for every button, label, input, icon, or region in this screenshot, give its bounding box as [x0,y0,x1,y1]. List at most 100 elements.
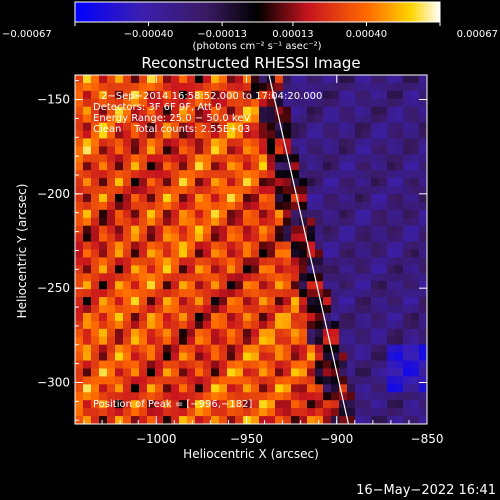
heatmap-cell [171,225,180,235]
plot-frame [74,74,428,425]
heatmap-cell [403,368,412,377]
heatmap-cell [155,297,164,306]
heatmap-cell [219,257,228,266]
colorbar-tick-label: 0.00067 [457,29,498,40]
heatmap-cell [147,360,156,369]
heatmap-cell [131,130,140,139]
heatmap-cell [259,336,268,346]
heatmap-cell [211,376,220,385]
heatmap-cell [411,281,420,290]
heatmap-cell [83,75,92,84]
heatmap-cell [347,75,356,84]
heatmap-cell [235,281,244,290]
heatmap-cell [83,130,92,139]
heatmap-cell [187,170,196,179]
heatmap-cell [363,249,372,258]
heatmap-cell [363,201,372,211]
heatmap-cell [155,384,164,393]
heatmap-cell [371,201,380,211]
heatmap-cell [339,305,348,314]
heatmap-cell [235,98,244,108]
heatmap-cell [235,90,244,100]
heatmap-cell [331,384,340,393]
heatmap-cell [211,408,220,417]
heatmap-cell [259,360,268,369]
heatmap-cell [395,312,404,322]
heatmap-cell [267,408,276,417]
heatmap-cell [419,408,427,417]
heatmap-cell [123,320,132,330]
heatmap-cell [355,360,364,369]
heatmap-cell [331,154,340,163]
heatmap-cell [131,82,140,92]
heatmap-cell [227,312,236,322]
heatmap-cell [75,400,84,409]
y-tick-label: −300 [37,375,70,389]
heatmap-cell [179,249,188,258]
heatmap-cell [147,297,156,306]
heatmap-cell [235,344,244,354]
heatmap-cell [419,352,427,361]
heatmap-cell [371,217,380,227]
heatmap-cell [163,122,172,131]
heatmap-cell [307,297,316,306]
heatmap-cell [347,297,356,306]
heatmap-cell [371,416,380,424]
heatmap-cell [195,82,204,92]
heatmap-cell [195,336,204,346]
heatmap-cell [131,162,140,171]
heatmap-cell [291,122,300,131]
heatmap-cell [291,352,300,361]
heatmap-cell [403,75,412,84]
heatmap-cell [75,249,84,258]
heatmap-cell [203,178,212,187]
heatmap-cell [171,320,180,330]
heatmap-cell [235,82,244,92]
heatmap-cell [307,360,316,369]
heatmap-cell [83,209,92,219]
heatmap-cell [259,368,268,377]
heatmap-cell [411,297,420,306]
heatmap-cell [123,170,132,179]
heatmap-cell [75,305,84,314]
heatmap-cell [203,320,212,330]
heatmap-cell [387,376,396,385]
heatmap-cell [363,193,372,203]
heatmap-cell [203,154,212,163]
heatmap-cell [203,281,212,290]
heatmap-cell [259,193,268,203]
heatmap-cell [187,193,196,203]
heatmap-cell [267,217,276,227]
heatmap-cell [123,257,132,266]
heatmap-cell [83,376,92,385]
heatmap-cell [363,122,372,131]
heatmap-cell [187,249,196,258]
heatmap-cell [179,265,188,274]
heatmap-cell [315,209,324,219]
heatmap-cell [123,344,132,354]
heatmap-cell [227,281,236,290]
heatmap-cell [347,328,356,338]
heatmap-cell [179,90,188,100]
heatmap-cell [363,400,372,409]
heatmap-cell [331,90,340,100]
heatmap-cell [155,368,164,377]
heatmap-cell [155,209,164,219]
heatmap-cell [139,75,148,84]
heatmap-cell [347,106,356,116]
heatmap-cell [315,225,324,235]
heatmap-cell [107,201,116,211]
heatmap-cell [235,146,244,155]
heatmap-cell [187,273,196,282]
heatmap-cell [91,289,100,298]
heatmap-cell [219,114,228,123]
heatmap-cell [363,75,372,84]
heatmap-cell [371,90,380,100]
heatmap-cell [315,90,324,100]
heatmap-cell [323,209,332,219]
heatmap-cell [83,241,92,250]
heatmap-cell [83,122,92,131]
heatmap-cell [243,186,252,195]
heatmap-cell [91,233,100,242]
